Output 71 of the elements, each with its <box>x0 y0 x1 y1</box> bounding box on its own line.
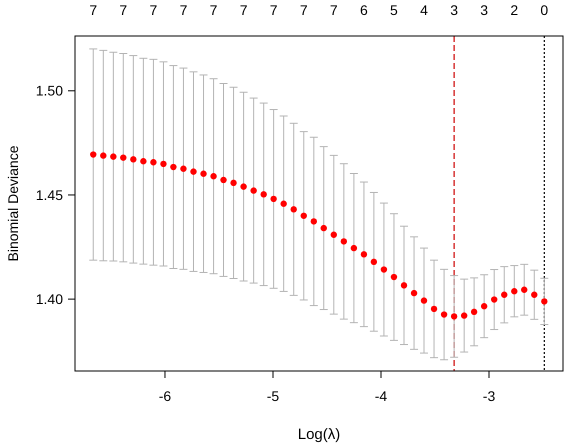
x-axis-title: Log(λ) <box>298 426 340 443</box>
x-tick-label: -5 <box>266 388 280 404</box>
point <box>220 176 227 184</box>
point <box>130 156 137 163</box>
point <box>470 308 478 316</box>
point <box>290 206 297 213</box>
x-tick-label: -6 <box>158 388 172 404</box>
y-tick-label: 1.40 <box>36 291 64 308</box>
point <box>250 187 257 194</box>
point <box>541 298 548 305</box>
x-tick-label: -3 <box>482 388 496 404</box>
point <box>210 173 217 180</box>
point <box>440 311 448 318</box>
text: 0 <box>540 2 548 18</box>
point <box>340 238 348 245</box>
point <box>120 154 126 161</box>
text: 7 <box>180 2 188 18</box>
point <box>260 191 267 198</box>
point <box>330 232 337 238</box>
text: 7 <box>330 2 338 18</box>
point <box>480 303 488 310</box>
point <box>100 152 106 159</box>
point <box>160 160 167 168</box>
text: 7 <box>270 2 278 18</box>
text: 3 <box>450 2 458 18</box>
y-axis-title: Binomial Deviance <box>5 145 21 262</box>
point <box>390 274 398 280</box>
text: 7 <box>149 2 158 18</box>
point <box>300 212 307 219</box>
text: 7 <box>210 2 218 18</box>
point <box>430 306 438 312</box>
point <box>360 251 368 258</box>
point <box>170 164 177 170</box>
text: 7 <box>89 2 98 18</box>
point <box>490 296 498 303</box>
point <box>90 151 96 158</box>
text: 3 <box>480 2 488 18</box>
point <box>501 292 508 298</box>
point <box>370 258 378 266</box>
point <box>521 286 528 293</box>
text: 7 <box>300 2 308 18</box>
point <box>270 196 277 202</box>
text: 7 <box>119 2 128 18</box>
point <box>150 159 157 166</box>
point <box>410 290 418 296</box>
point <box>200 170 207 177</box>
point <box>511 288 518 294</box>
point <box>420 297 428 304</box>
text: 4 <box>420 2 428 18</box>
point <box>280 200 287 207</box>
x-tick-label: -4 <box>374 388 388 404</box>
y-tick-label: 1.45 <box>36 186 64 203</box>
point <box>531 292 538 298</box>
point <box>230 180 237 186</box>
point <box>140 158 147 164</box>
point <box>190 168 197 175</box>
point <box>460 312 468 319</box>
text: 5 <box>390 2 398 18</box>
text: 7 <box>240 2 248 18</box>
point <box>310 218 318 225</box>
point <box>350 244 358 252</box>
point <box>240 183 247 190</box>
point <box>400 282 408 289</box>
text: 6 <box>360 2 368 18</box>
y-tick-label: 1.50 <box>36 82 64 99</box>
point <box>180 166 187 172</box>
point <box>380 266 388 273</box>
point <box>320 224 327 232</box>
point <box>450 313 458 320</box>
text: 2 <box>510 2 518 18</box>
point <box>110 153 117 160</box>
